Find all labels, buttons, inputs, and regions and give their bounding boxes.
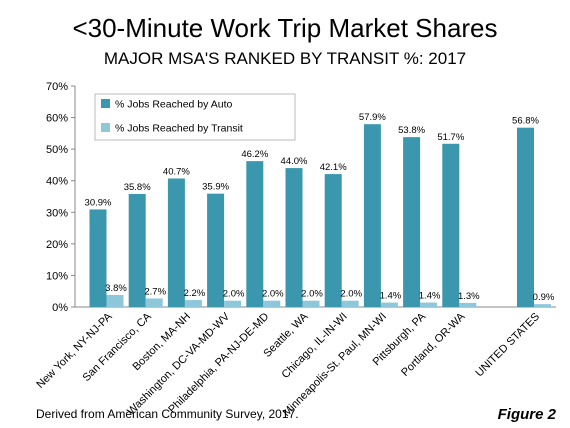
transit-bar — [534, 304, 551, 307]
y-tick-label: 40% — [46, 176, 68, 188]
legend-box — [94, 93, 296, 141]
auto-data-label: 57.9% — [359, 112, 386, 123]
auto-bar — [167, 178, 185, 307]
transit-data-label: 2.7% — [144, 286, 166, 297]
auto-data-label: 35.8% — [124, 182, 151, 193]
y-tick-label: 30% — [46, 207, 68, 219]
auto-data-label: 46.2% — [241, 149, 268, 160]
y-tick-label: 0% — [52, 302, 68, 314]
auto-data-label: 30.9% — [85, 197, 112, 208]
transit-data-label: 2.0% — [262, 289, 284, 300]
auto-data-label: 53.8% — [398, 125, 425, 136]
x-category-label: San Francisco, CA — [80, 310, 154, 384]
y-tick-label: 60% — [46, 113, 68, 125]
auto-data-label: 40.7% — [163, 167, 190, 178]
transit-bar — [302, 300, 320, 307]
source-note: Derived from American Community Survey, … — [36, 407, 299, 421]
x-category-label: UNITED STATES — [473, 311, 542, 380]
transit-data-label: 3.8% — [105, 283, 127, 294]
transit-data-label: 2.0% — [223, 289, 245, 300]
auto-bar — [128, 193, 146, 307]
auto-data-label: 56.8% — [512, 116, 539, 127]
transit-bar — [459, 302, 477, 307]
transit-data-label: 0.9% — [533, 292, 555, 303]
auto-bar — [517, 127, 534, 307]
transit-bar — [263, 300, 281, 307]
transit-data-label: 1.3% — [458, 291, 480, 302]
transit-bar — [224, 300, 242, 307]
y-tick-label: 20% — [46, 239, 68, 251]
y-tick-label: 70% — [46, 81, 68, 93]
auto-data-label: 35.9% — [202, 182, 229, 193]
auto-data-label: 42.1% — [320, 162, 347, 173]
y-tick-label: 50% — [46, 144, 68, 156]
transit-bar — [380, 302, 398, 307]
auto-bar — [324, 174, 342, 307]
auto-bar — [207, 193, 225, 307]
plot-area: 0% 10% 20% 30% 40% 50% 60% 70% 30.9% 3.8% New York… — [34, 81, 556, 419]
legend-swatch-transit — [101, 123, 110, 132]
transit-bar — [420, 302, 438, 307]
x-category-label: New York, NY-NJ-PA — [34, 310, 115, 391]
transit-bar — [341, 300, 359, 307]
x-category-label: Chicago, IL-IN-WI — [280, 311, 350, 381]
transit-data-label: 2.0% — [301, 289, 323, 300]
auto-bar — [246, 161, 264, 307]
transit-data-label: 1.4% — [380, 291, 402, 302]
auto-bar — [363, 124, 381, 307]
transit-bar — [106, 295, 124, 307]
transit-data-label: 2.2% — [184, 288, 206, 299]
y-tick-label: 10% — [46, 270, 68, 282]
auto-data-label: 51.7% — [437, 132, 464, 143]
auto-bar — [89, 209, 107, 307]
legend-label-transit: % Jobs Reached by Transit — [115, 123, 243, 135]
chart-subtitle: MAJOR MSA'S RANKED BY TRANSIT %: 2017 — [104, 49, 466, 68]
auto-bar — [285, 168, 303, 307]
figure-label: Figure 2 — [498, 406, 557, 423]
transit-bar — [145, 298, 163, 307]
legend-label-auto: % Jobs Reached by Auto — [115, 99, 232, 111]
transit-data-label: 1.4% — [419, 291, 441, 302]
legend-swatch-auto — [101, 99, 110, 108]
auto-bar — [403, 137, 421, 307]
auto-data-label: 44.0% — [281, 156, 308, 167]
transit-bar — [184, 300, 202, 307]
auto-bar — [442, 143, 460, 307]
transit-data-label: 2.0% — [340, 289, 362, 300]
chart-title: <30-Minute Work Trip Market Shares — [72, 13, 497, 43]
